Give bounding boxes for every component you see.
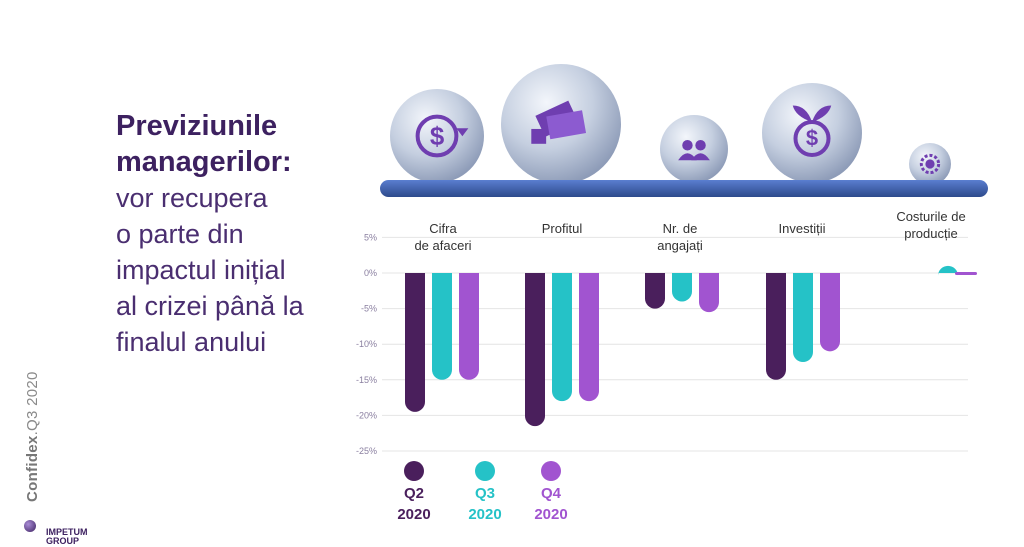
- legend-year: 2020: [534, 506, 567, 523]
- category-label: Cifra de afaceri: [414, 221, 471, 253]
- y-tick-label: 0%: [364, 268, 377, 278]
- bar: [955, 272, 977, 275]
- y-tick-label: -5%: [361, 304, 377, 314]
- legend-item: Q3 2020: [468, 461, 502, 523]
- bar: [645, 273, 665, 309]
- legend-year: 2020: [397, 506, 430, 523]
- icon-bubble: [390, 89, 484, 183]
- legend: Q2 2020 Q3 2020 Q4 2020: [397, 461, 568, 523]
- category-label: Profitul: [542, 221, 583, 236]
- legend-item: Q2 2020: [397, 461, 431, 523]
- bar: [699, 273, 719, 313]
- bar: [405, 273, 425, 412]
- bar: [525, 273, 545, 427]
- legend-year: 2020: [468, 506, 501, 523]
- logo-mark: [24, 520, 36, 532]
- bar: [672, 273, 692, 302]
- icon-bubble: [660, 115, 728, 183]
- y-tick-label: -25%: [356, 446, 377, 456]
- category-labels: Cifra de afaceri Profitul Nr. de angajați Inv…: [414, 209, 965, 253]
- svg-text:$: $: [430, 123, 444, 151]
- chart-title: Previziunile managerilor: vor recupera o…: [116, 108, 356, 360]
- legend-swatch: [404, 461, 424, 481]
- y-tick-label: -15%: [356, 375, 377, 385]
- dollar-cycle-icon: $: [390, 89, 484, 183]
- icon-bubble: [762, 83, 862, 183]
- category-label: Costurile de producție: [896, 209, 965, 241]
- legend-quarter: Q3: [475, 485, 495, 502]
- dollar-plant-icon: $: [762, 83, 862, 183]
- bar: [459, 273, 479, 380]
- bar: [820, 273, 840, 352]
- people-icon: [660, 115, 728, 183]
- bar: [766, 273, 786, 380]
- legend-swatch: [475, 461, 495, 481]
- legend-swatch: [541, 461, 561, 481]
- impetum-logo: IMPETUM GROUP: [8, 514, 118, 546]
- legend-item: Q4 2020: [534, 461, 568, 523]
- bar: [552, 273, 572, 402]
- legend-quarter: Q2: [404, 485, 424, 502]
- bar: [579, 273, 599, 402]
- logo-text: IMPETUM GROUP: [46, 527, 88, 546]
- title-bold: Previziunile managerilor:: [116, 110, 292, 178]
- title-subtitle: vor recupera o parte din impactul iniția…: [116, 183, 304, 357]
- icon-bubbles: $ $: [390, 64, 951, 185]
- bar: [432, 273, 452, 380]
- y-tick-label: -20%: [356, 410, 377, 420]
- bar: [938, 265, 958, 276]
- rail-bar: [380, 180, 988, 197]
- bars: [405, 265, 977, 427]
- category-label: Nr. de angajați: [657, 221, 703, 253]
- svg-text:$: $: [806, 125, 818, 150]
- legend-quarter: Q4: [541, 485, 562, 502]
- category-label: Investiții: [779, 221, 826, 236]
- cash-hand-icon: [501, 64, 621, 184]
- gear-dollar-icon: [909, 143, 951, 185]
- y-tick-label: -10%: [356, 339, 377, 349]
- y-tick-label: 5%: [364, 232, 377, 242]
- bar: [793, 273, 813, 362]
